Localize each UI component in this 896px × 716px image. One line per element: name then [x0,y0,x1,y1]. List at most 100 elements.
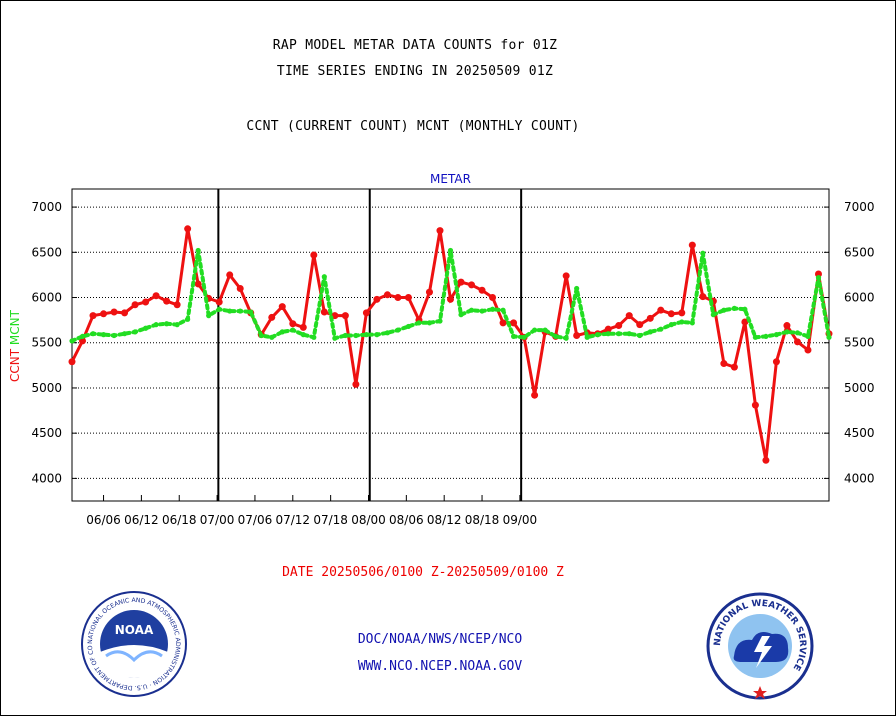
data-point-mcnt [468,307,475,313]
data-point-ccnt [215,298,223,306]
data-point-ccnt [362,309,370,317]
x-tick-label: 07/06 [238,513,273,527]
data-point-mcnt [311,334,317,340]
data-point-ccnt [499,319,507,327]
data-point-ccnt [531,391,539,399]
y-tick-label-right: 6000 [844,291,875,305]
data-point-mcnt [500,307,506,313]
data-point-mcnt [510,333,517,340]
data-point-mcnt [731,305,737,311]
data-point-mcnt [111,332,117,339]
data-point-mcnt [321,274,327,280]
data-point-mcnt [805,333,811,340]
x-tick-label: 07/00 [200,513,235,527]
chart-subtitle-metar: METAR [430,172,471,186]
data-point-mcnt [637,332,643,339]
chart-title-line-1: RAP MODEL METAR DATA COUNTS for 01Z [272,38,558,53]
data-point-ccnt [436,227,444,235]
data-point-ccnt [163,297,171,305]
data-point-ccnt [478,286,486,294]
data-point-mcnt [374,332,380,338]
y-axis-label-ccnt: CCNT [8,345,22,382]
data-point-ccnt [741,318,749,326]
y-tick-label-left: 7000 [31,200,62,214]
doc-noaa-link[interactable]: DOC/NOAA/NWS/NCEP/NCO [357,632,523,647]
data-point-mcnt [216,306,222,312]
data-point-ccnt [194,280,202,288]
data-point-mcnt [689,320,695,326]
data-point-mcnt [269,334,275,340]
chart-title-line-2: TIME SERIES ENDING IN 20250509 01Z [276,64,554,79]
data-point-ccnt [783,322,791,330]
data-point-mcnt [616,331,622,337]
noaa-logo-text: NOAA [115,623,154,637]
y-tick-label-right: 5000 [844,381,875,395]
data-point-ccnt [762,456,770,464]
data-point-ccnt [646,314,654,322]
x-tick-label: 08/06 [389,513,424,527]
data-point-ccnt [457,278,465,286]
data-point-mcnt [195,247,201,254]
data-point-ccnt [730,363,738,371]
y-tick-label-left: 4500 [31,426,62,440]
data-point-ccnt [625,312,633,320]
data-point-mcnt [752,334,759,340]
data-point-ccnt [751,401,759,409]
data-point-mcnt [300,332,306,338]
data-point-ccnt [268,313,276,321]
data-point-mcnt [826,334,832,340]
y-tick-label-right: 7000 [844,200,875,214]
data-point-ccnt [657,306,665,314]
data-point-mcnt [742,306,748,312]
data-point-ccnt [373,295,381,303]
data-point-mcnt [458,312,464,318]
data-point-ccnt [383,291,391,299]
data-point-mcnt [763,333,769,340]
y-tick-label-left: 5000 [31,381,62,395]
data-point-ccnt [699,293,707,301]
data-point-ccnt [121,309,129,317]
data-point-mcnt [784,329,790,335]
data-point-ccnt [688,241,696,249]
y-axis-label-mcnt: MCNT [8,309,22,345]
data-point-ccnt [720,360,728,368]
data-point-mcnt [237,308,243,314]
data-point-ccnt [425,288,433,296]
y-tick-label-left: 5500 [31,336,62,350]
data-point-ccnt [310,251,318,259]
data-point-ccnt [636,321,644,329]
data-point-mcnt [405,323,412,330]
data-point-ccnt [562,272,570,280]
x-tick-label: 09/00 [503,513,538,527]
data-point-mcnt [700,250,706,256]
data-point-mcnt [290,327,296,333]
data-point-mcnt [353,332,359,339]
data-point-mcnt [79,333,86,340]
data-point-mcnt [521,334,527,340]
y-tick-label-right: 4500 [844,426,875,440]
data-point-mcnt [363,332,369,338]
data-point-mcnt [248,309,254,315]
data-point-mcnt [584,334,590,340]
chart-title-line-3: CCNT (CURRENT COUNT) MCNT (MONTHLY COUNT… [246,119,580,134]
data-point-ccnt [772,358,780,366]
data-point-ccnt [68,358,76,366]
nws-star-icon [753,686,767,699]
data-point-mcnt [647,329,653,335]
data-point-ccnt [341,312,349,320]
data-point-mcnt [532,327,538,333]
data-point-mcnt [142,325,149,331]
data-point-ccnt [678,309,686,317]
nws-logo: NATIONAL WEATHER SERVICE [706,592,814,700]
data-point-ccnt [573,332,581,340]
x-tick-label: 07/12 [275,513,310,527]
x-tick-label: 07/18 [313,513,348,527]
nco-website-link[interactable]: WWW.NCO.NCEP.NOAA.GOV [357,659,523,674]
data-point-mcnt [121,331,128,337]
y-tick-label-right: 4000 [844,471,875,485]
data-point-mcnt [227,308,233,314]
y-tick-label-right: 6500 [844,245,875,259]
data-point-mcnt [342,332,348,339]
data-point-mcnt [721,307,727,313]
data-point-mcnt [553,333,559,340]
